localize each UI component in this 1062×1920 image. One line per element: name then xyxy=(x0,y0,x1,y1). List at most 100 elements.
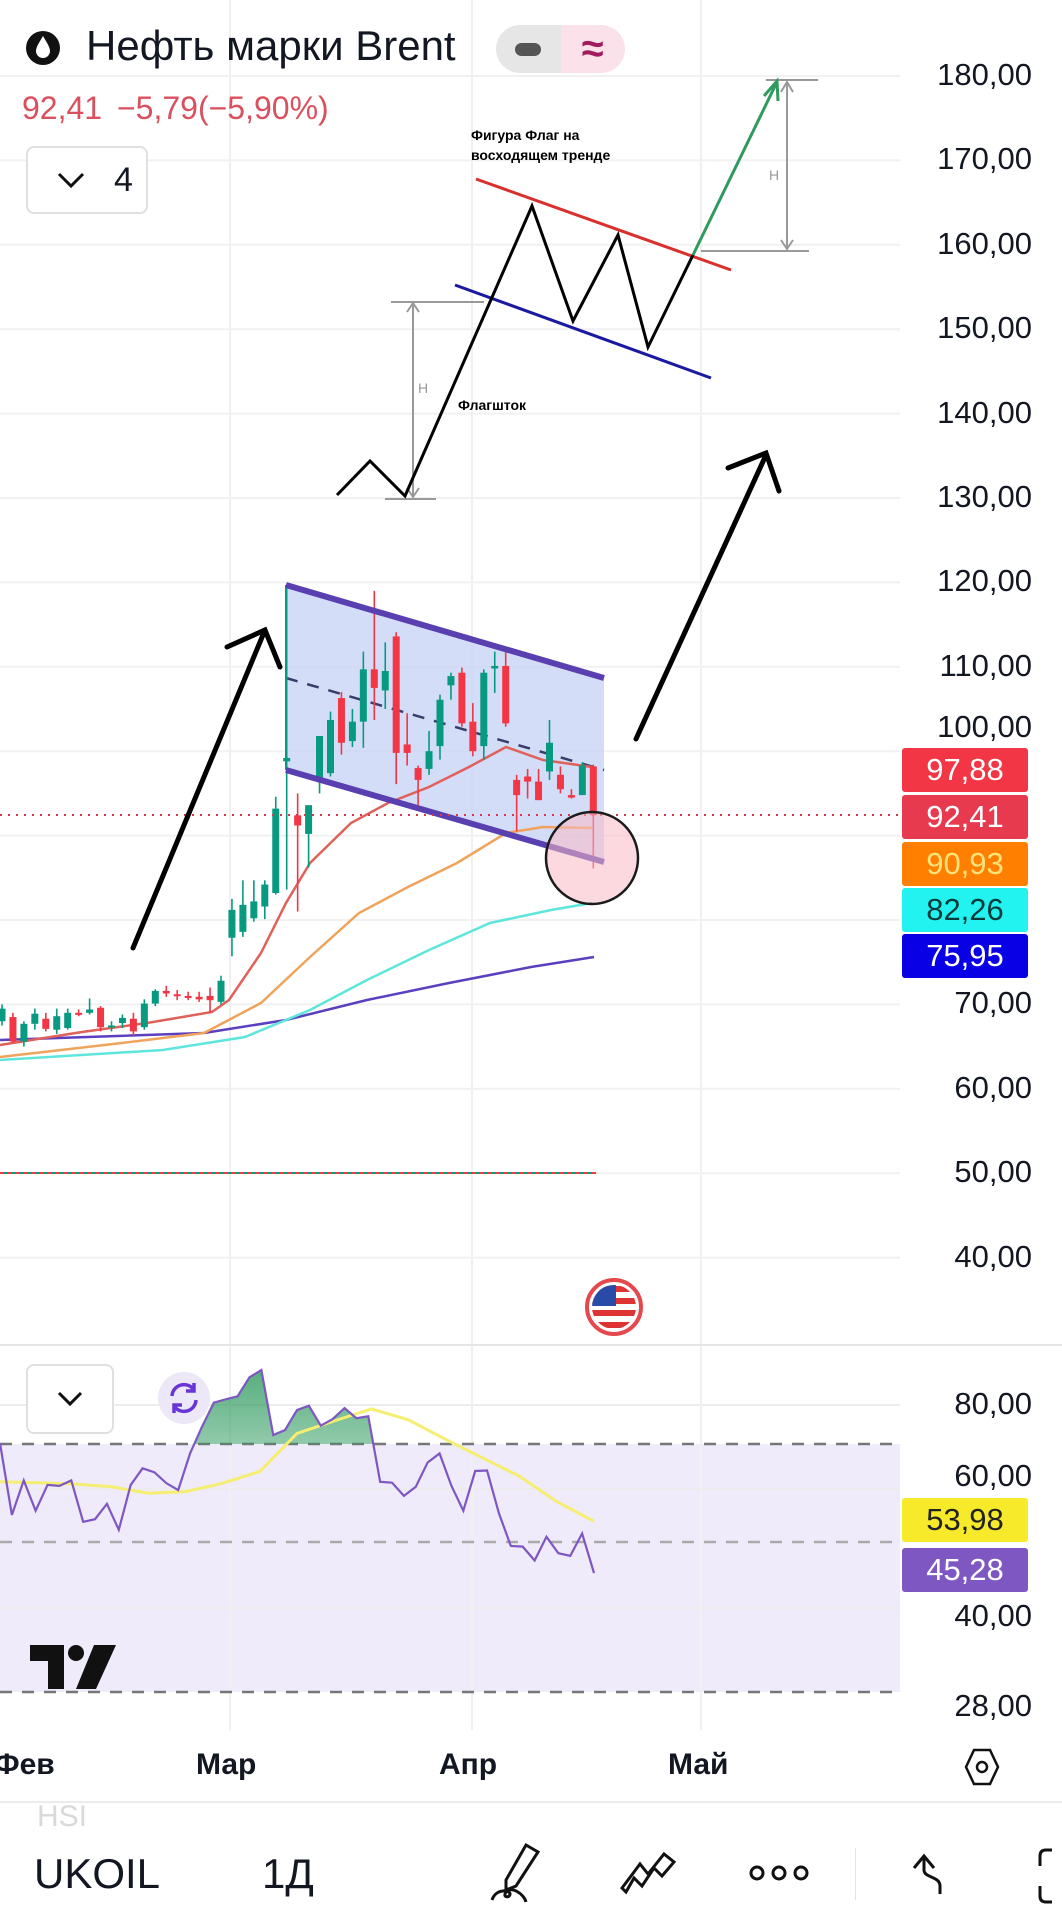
candle-body xyxy=(173,994,181,997)
price-axis-label: 40,00 xyxy=(954,1238,1032,1274)
trend-lines-icon[interactable] xyxy=(618,1848,678,1896)
price-change-percent: (−5,90%) xyxy=(197,90,329,126)
candle xyxy=(184,991,192,1001)
candle xyxy=(261,880,269,920)
candle-body xyxy=(425,751,433,769)
brush-icon[interactable] xyxy=(488,1842,544,1904)
rsi-overbought-fill xyxy=(0,1370,594,1444)
price-axis-label: 100,00 xyxy=(937,709,1032,744)
ma-cyan xyxy=(0,901,593,1062)
candle xyxy=(578,762,586,796)
candle-body xyxy=(261,884,269,907)
candle-body xyxy=(546,742,553,772)
candle-body xyxy=(151,990,159,1004)
price-axis-label: 70,00 xyxy=(954,985,1032,1021)
candle xyxy=(359,651,367,748)
candle-body xyxy=(480,672,488,747)
rsi-axis-label: 28,00 xyxy=(954,1688,1032,1723)
rsi-axis-label: 80,00 xyxy=(954,1386,1032,1421)
symbol-title[interactable]: Нефть марки Brent xyxy=(86,22,456,69)
candle-body xyxy=(129,1018,137,1032)
candle xyxy=(567,789,575,799)
price-axis-label: 140,00 xyxy=(937,394,1032,430)
candle-body xyxy=(327,719,334,774)
undo-icon[interactable] xyxy=(910,1852,950,1896)
candle xyxy=(250,880,258,922)
pattern-title-line2: восходящем тренде xyxy=(471,147,610,163)
rsi-chart[interactable] xyxy=(0,1346,1062,1766)
candle xyxy=(53,1008,61,1034)
indicators-toggle-button[interactable]: 4 xyxy=(26,146,148,214)
candle-body xyxy=(524,776,532,782)
price-axis-label: 150,00 xyxy=(937,310,1032,346)
candle xyxy=(206,987,214,1013)
toolbar-divider xyxy=(0,1801,1062,1803)
highlight-circle xyxy=(544,810,640,906)
candle-body xyxy=(578,765,586,796)
candle-body xyxy=(381,671,389,691)
candle xyxy=(316,736,324,794)
toggle-left[interactable] xyxy=(496,25,561,73)
candle-body xyxy=(316,736,324,780)
candle-body xyxy=(20,1023,28,1042)
toggle-right[interactable]: ≈ xyxy=(560,25,625,73)
price-chart[interactable]: Фигура Флаг на восходящем тренде Флагшто… xyxy=(0,0,1062,1345)
candle-body xyxy=(359,669,367,722)
price-axis-label: 120,00 xyxy=(937,563,1032,599)
ma-red xyxy=(0,745,593,1047)
minus-icon xyxy=(515,42,542,56)
ma-orange xyxy=(0,825,593,1059)
chart-mode-toggle[interactable]: ≈ xyxy=(496,25,625,73)
height-label-right: H xyxy=(769,167,779,183)
price-axis-label: 160,00 xyxy=(937,225,1032,261)
candle xyxy=(0,1004,6,1026)
ma-orange-value-tag: 90,93 xyxy=(902,842,1028,886)
fullscreen-icon[interactable] xyxy=(1036,1848,1062,1904)
candle-body xyxy=(337,698,345,743)
symbol-button[interactable]: UKOIL xyxy=(34,1850,161,1897)
candle-body xyxy=(0,1008,6,1022)
arrow-up-right xyxy=(633,449,782,742)
candle xyxy=(129,1012,137,1036)
candle-body xyxy=(118,1017,126,1023)
more-icon[interactable] xyxy=(748,1862,810,1884)
flag-channel-top xyxy=(285,582,605,681)
candle-body xyxy=(195,996,203,1000)
last-price-tag: 92,41 xyxy=(902,795,1028,839)
candle xyxy=(381,642,389,709)
candle-body xyxy=(414,768,422,780)
candle xyxy=(272,796,280,895)
candle xyxy=(151,989,159,1007)
candle xyxy=(118,1014,126,1029)
candle xyxy=(173,990,181,1001)
candle xyxy=(239,880,247,937)
candle-body xyxy=(53,1016,61,1030)
ma-cyan-value-tag: 82,26 xyxy=(902,888,1028,932)
candle-body xyxy=(491,665,499,669)
candle xyxy=(458,667,466,727)
candle xyxy=(140,999,148,1030)
price-axis-label: 130,00 xyxy=(937,479,1032,514)
candle xyxy=(337,692,345,755)
pane-divider[interactable] xyxy=(0,1344,1062,1346)
candle-body xyxy=(9,1017,17,1042)
candle-body xyxy=(228,909,236,938)
candle xyxy=(305,805,313,868)
candle-body xyxy=(64,1012,72,1029)
settings-icon[interactable] xyxy=(964,1748,1000,1786)
candle xyxy=(348,709,356,747)
rsi-collapse-button[interactable] xyxy=(26,1364,114,1434)
candle xyxy=(436,694,444,760)
timeframe-button[interactable]: 1Д xyxy=(262,1850,314,1897)
candle-body xyxy=(469,721,477,752)
us-flag-event-icon[interactable] xyxy=(585,1278,643,1336)
rsi-axis-label: 60,00 xyxy=(954,1458,1032,1493)
candle-body xyxy=(250,901,258,919)
candle xyxy=(469,703,477,757)
candle-body xyxy=(140,1003,148,1028)
refresh-button[interactable] xyxy=(158,1372,210,1424)
tradingview-logo xyxy=(30,1645,116,1689)
toolbar-separator xyxy=(855,1848,856,1900)
candle-body xyxy=(283,757,291,762)
ma-red-value-tag: 97,88 xyxy=(902,748,1028,792)
